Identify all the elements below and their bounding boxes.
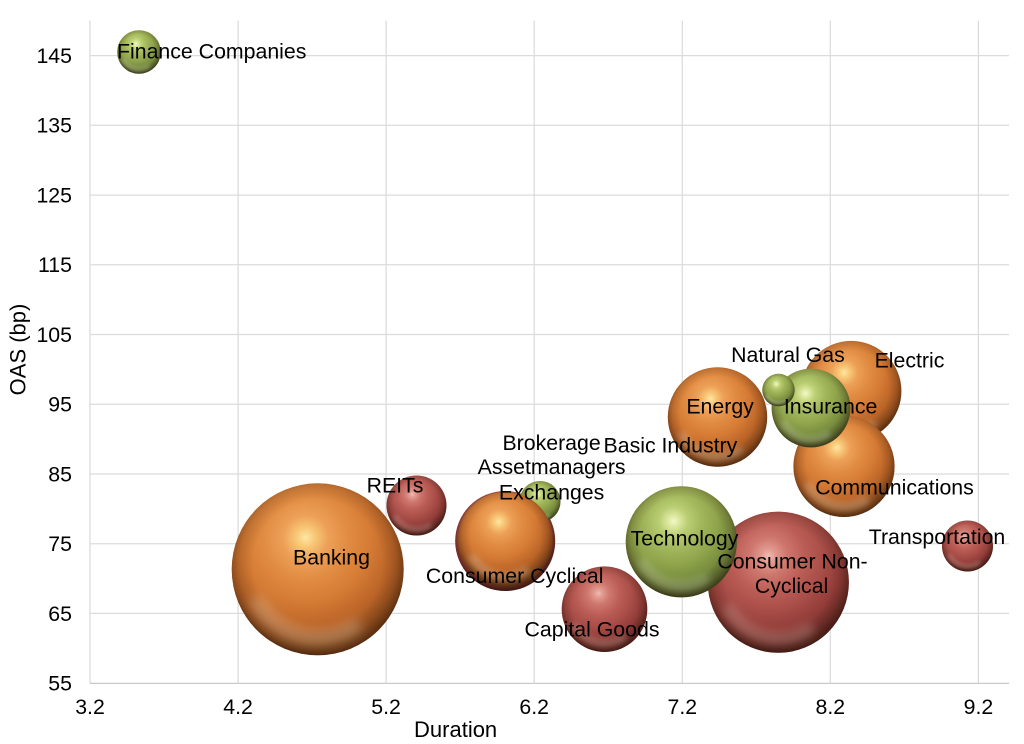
- svg-text:75: 75: [48, 532, 72, 556]
- svg-text:115: 115: [38, 253, 72, 277]
- svg-text:Natural Gas: Natural Gas: [731, 343, 845, 367]
- svg-text:Consumer Cyclical: Consumer Cyclical: [426, 564, 604, 588]
- svg-text:85: 85: [48, 462, 72, 486]
- svg-text:Capital Goods: Capital Goods: [525, 617, 660, 641]
- svg-text:Assetmanagers: Assetmanagers: [478, 455, 626, 479]
- svg-text:Finance Companies: Finance Companies: [117, 40, 306, 64]
- svg-text:Basic Industry: Basic Industry: [604, 434, 738, 458]
- svg-text:Transportation: Transportation: [869, 525, 1006, 549]
- svg-text:Communications: Communications: [815, 476, 974, 500]
- svg-text:105: 105: [36, 323, 72, 347]
- svg-text:5.2: 5.2: [371, 695, 401, 719]
- svg-text:95: 95: [48, 393, 72, 417]
- svg-text:125: 125: [36, 184, 72, 208]
- svg-text:Banking: Banking: [293, 546, 370, 570]
- svg-text:Cyclical: Cyclical: [755, 574, 828, 598]
- svg-text:Consumer Non-: Consumer Non-: [717, 549, 867, 573]
- svg-text:145: 145: [36, 44, 72, 68]
- svg-text:Technology: Technology: [631, 527, 739, 551]
- svg-text:3.2: 3.2: [75, 695, 105, 719]
- svg-text:9.2: 9.2: [964, 695, 994, 719]
- svg-text:Energy: Energy: [686, 395, 754, 419]
- svg-text:Insurance: Insurance: [784, 395, 878, 419]
- svg-text:Duration: Duration: [414, 717, 497, 742]
- svg-text:55: 55: [48, 672, 72, 696]
- svg-text:135: 135: [36, 114, 72, 138]
- svg-text:Brokerage: Brokerage: [502, 431, 600, 455]
- svg-text:Electric: Electric: [875, 349, 945, 373]
- svg-text:4.2: 4.2: [223, 695, 253, 719]
- svg-text:Exchanges: Exchanges: [499, 481, 604, 505]
- svg-text:65: 65: [48, 602, 72, 626]
- svg-text:REITs: REITs: [367, 474, 424, 498]
- svg-text:6.2: 6.2: [519, 695, 549, 719]
- svg-text:OAS (bp): OAS (bp): [6, 304, 31, 396]
- svg-text:8.2: 8.2: [815, 695, 845, 719]
- svg-text:7.2: 7.2: [667, 695, 697, 719]
